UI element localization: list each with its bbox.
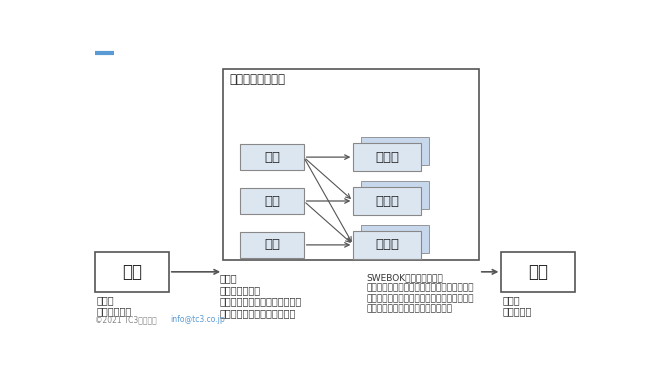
Bar <box>240 144 304 170</box>
Bar <box>501 252 575 292</box>
Bar <box>240 188 304 214</box>
Bar <box>354 231 421 259</box>
Bar <box>223 68 479 259</box>
Text: 活動: 活動 <box>264 238 280 251</box>
Bar <box>240 232 304 258</box>
Bar <box>361 225 429 253</box>
Text: 活動: 活動 <box>264 194 280 208</box>
Text: （例）
・要求プロセス
　活動：要求抽出、要求分析等
　タスク：要求ヒアリング等: （例） ・要求プロセス 活動：要求抽出、要求分析等 タスク：要求ヒアリング等 <box>219 273 302 318</box>
Text: 活動: 活動 <box>264 151 280 164</box>
Text: info@tc3.co.jp: info@tc3.co.jp <box>170 315 225 324</box>
Text: （例）
・企画成果物: （例） ・企画成果物 <box>97 295 132 317</box>
Text: プロセス（変換）: プロセス（変換） <box>229 73 285 86</box>
Text: （例）
・要求仕様: （例） ・要求仕様 <box>503 295 532 317</box>
Bar <box>354 187 421 215</box>
Text: タスク: タスク <box>376 238 399 251</box>
Bar <box>361 181 429 209</box>
Text: 入力: 入力 <box>122 263 142 281</box>
Text: タスク: タスク <box>376 194 399 208</box>
Text: 出力: 出力 <box>528 263 548 281</box>
Bar <box>95 252 169 292</box>
Text: SWEBOKの図を一部修正
上記以外にプロセス入力評価基準、プロセス
からの出力評価基準も持ちますが、本記事で
は扱わないため省略してあります。: SWEBOKの図を一部修正 上記以外にプロセス入力評価基準、プロセス からの出力… <box>367 273 474 314</box>
Bar <box>354 143 421 171</box>
Text: ©2021 TC3株式会社: ©2021 TC3株式会社 <box>95 315 157 324</box>
Bar <box>361 137 429 165</box>
Text: タスク: タスク <box>376 151 399 164</box>
